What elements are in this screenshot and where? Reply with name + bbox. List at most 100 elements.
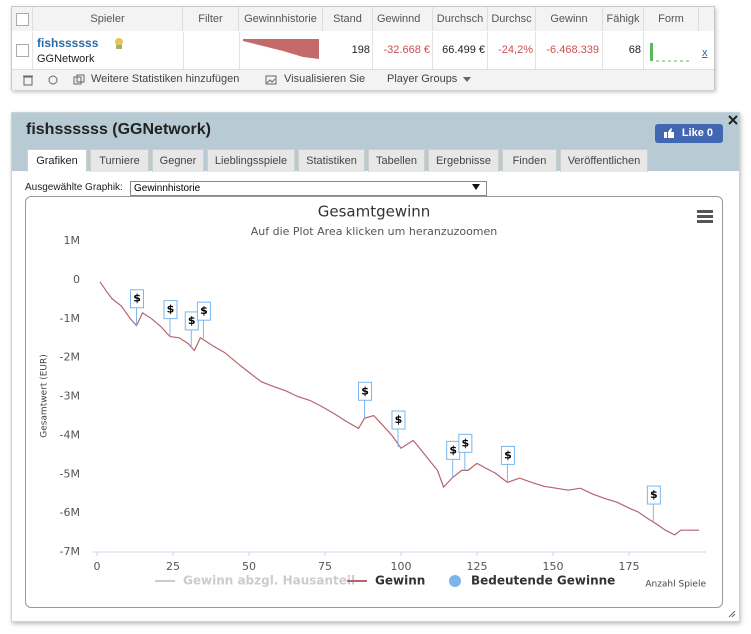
y-tick-label: 1M bbox=[64, 234, 81, 247]
tab[interactable]: Tabellen bbox=[368, 149, 425, 172]
col-header[interactable]: Gewinnhistorie bbox=[239, 7, 323, 31]
col-header[interactable]: Durchsc bbox=[488, 7, 536, 31]
x-axis-label: Anzahl Spiele bbox=[645, 580, 706, 590]
sparkline bbox=[243, 39, 319, 59]
player-groups[interactable]: Player Groups bbox=[387, 73, 458, 85]
flag-label: $ bbox=[133, 292, 141, 305]
flag[interactable] bbox=[646, 485, 661, 505]
flag-label: $ bbox=[449, 443, 457, 456]
player-network: GGNetwork bbox=[37, 53, 95, 65]
visualize[interactable]: Visualisieren Sie bbox=[284, 73, 366, 85]
dropdown-caret bbox=[463, 77, 471, 82]
cell-avg-pct: -24,2% bbox=[488, 32, 536, 69]
select-label: Ausgewählte Graphik: bbox=[25, 182, 123, 193]
like-button[interactable]: Like 0 bbox=[655, 124, 723, 143]
resize-grip[interactable] bbox=[728, 610, 736, 618]
y-tick-label: 0 bbox=[73, 273, 80, 286]
y-tick-label: -4M bbox=[60, 428, 80, 441]
flag[interactable] bbox=[391, 410, 406, 430]
col-header[interactable]: Gewinnd bbox=[373, 7, 433, 31]
chart-title: Gesamtgewinn bbox=[318, 203, 431, 221]
select-all[interactable] bbox=[12, 7, 33, 31]
col-header[interactable]: Form bbox=[644, 7, 699, 31]
menu-button[interactable] bbox=[697, 210, 713, 223]
flag[interactable] bbox=[458, 433, 473, 453]
flag[interactable] bbox=[196, 301, 211, 321]
y-tick-label: -1M bbox=[60, 312, 80, 325]
legend-entry[interactable]: Gewinn abzgl. Hausanteil bbox=[183, 574, 355, 588]
x-tick-label: 125 bbox=[467, 560, 488, 573]
col-header[interactable]: Stand bbox=[323, 7, 373, 31]
cell-avg: 66.499 € bbox=[433, 32, 488, 69]
col-header[interactable]: Durchsch bbox=[433, 7, 488, 31]
x-tick-label: 0 bbox=[94, 560, 101, 573]
cell-win: -6.468.339 bbox=[536, 32, 603, 69]
legend-entry[interactable]: Bedeutende Gewinne bbox=[471, 574, 615, 588]
y-axis-label: Gesamtwert (EUR) bbox=[40, 354, 50, 438]
player-name[interactable]: fishssssss bbox=[37, 36, 99, 50]
col-header[interactable]: Spieler bbox=[33, 7, 183, 31]
refresh-icon[interactable] bbox=[47, 74, 59, 86]
y-tick-label: -6M bbox=[60, 506, 80, 519]
toolbar: Weitere Statistiken hinzufügen Visualisi… bbox=[12, 69, 714, 90]
like-icon bbox=[664, 128, 674, 138]
flag-label: $ bbox=[650, 488, 658, 501]
graph-select[interactable]: Gewinnhistorie bbox=[130, 181, 487, 196]
tab[interactable]: Turniere bbox=[90, 149, 149, 172]
select-value: Gewinnhistorie bbox=[134, 183, 201, 194]
x-tick-label: 150 bbox=[543, 560, 564, 573]
flag-label: $ bbox=[167, 303, 175, 316]
tab[interactable]: Grafiken bbox=[27, 149, 87, 172]
flag-label: $ bbox=[395, 413, 403, 426]
cell-avg-win: -32.668 € bbox=[373, 32, 433, 69]
remove-link[interactable]: x bbox=[702, 47, 708, 59]
tab[interactable]: Statistiken bbox=[298, 149, 365, 172]
flag-label: $ bbox=[462, 436, 470, 449]
copy-icon[interactable] bbox=[73, 74, 85, 86]
add-stats[interactable]: Weitere Statistiken hinzufügen bbox=[91, 73, 240, 85]
flag[interactable] bbox=[358, 381, 373, 401]
col-header[interactable]: Gewinn bbox=[536, 7, 603, 31]
col-header[interactable]: Filter bbox=[183, 7, 239, 31]
flag[interactable] bbox=[130, 289, 145, 309]
x-tick-label: 25 bbox=[166, 560, 180, 573]
player-panel: fishssssss (GGNetwork) Like 0 Ausgewählt… bbox=[11, 112, 740, 622]
x-tick-label: 75 bbox=[318, 560, 332, 573]
row-select[interactable] bbox=[12, 32, 33, 69]
flag-label: $ bbox=[188, 314, 196, 327]
tab[interactable]: Ergebnisse bbox=[428, 149, 499, 172]
y-tick-label: -2M bbox=[60, 351, 80, 364]
y-tick-label: -7M bbox=[60, 545, 80, 558]
close-icon[interactable] bbox=[728, 115, 738, 125]
flag-label: $ bbox=[200, 304, 208, 317]
select-caret bbox=[472, 184, 480, 190]
flag[interactable] bbox=[184, 311, 199, 331]
col-header bbox=[699, 7, 714, 31]
x-tick-label: 175 bbox=[619, 560, 640, 573]
cell-skill: 68 bbox=[603, 32, 644, 69]
chart: Gesamtgewinn Auf die Plot Area klicken u… bbox=[40, 203, 713, 590]
flag-label: $ bbox=[361, 384, 369, 397]
tab[interactable]: Finden bbox=[502, 149, 557, 172]
data-line bbox=[99, 281, 699, 536]
chart-subtitle: Auf die Plot Area klicken um heranzuzoom… bbox=[251, 225, 498, 238]
flag[interactable] bbox=[163, 300, 178, 320]
cell-stand: 198 bbox=[323, 32, 373, 69]
y-tick-label: -5M bbox=[60, 467, 80, 480]
x-tick-label: 100 bbox=[391, 560, 412, 573]
badge-icon bbox=[115, 38, 123, 49]
image-icon[interactable] bbox=[265, 74, 277, 86]
tab[interactable]: Lieblingsspiele bbox=[207, 149, 295, 172]
tab[interactable]: Gegner bbox=[152, 149, 204, 172]
y-tick-label: -3M bbox=[60, 390, 80, 403]
legend-symbol bbox=[449, 575, 461, 587]
filter-cell bbox=[183, 32, 240, 69]
chart-frame: Gesamtgewinn Auf die Plot Area klicken u… bbox=[25, 196, 723, 608]
flag[interactable] bbox=[500, 445, 515, 465]
tab[interactable]: Veröffentlichen bbox=[560, 149, 648, 172]
player-table: Spieler Filter Gewinnhistorie Stand Gewi… bbox=[11, 6, 715, 90]
trash-icon[interactable] bbox=[22, 74, 34, 86]
legend-entry[interactable]: Gewinn bbox=[375, 574, 425, 588]
col-header[interactable]: Fähigk bbox=[603, 7, 644, 31]
